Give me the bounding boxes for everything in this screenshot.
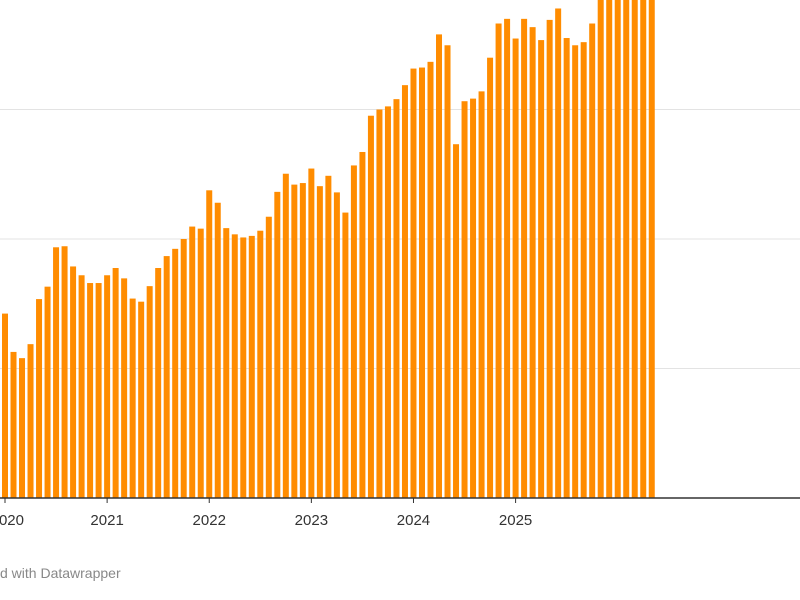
bar-2024-01[interactable] (410, 68, 417, 498)
bar-2022-04[interactable] (231, 234, 238, 498)
bar-2020-05[interactable] (36, 299, 43, 498)
bar-2023-05[interactable] (342, 212, 349, 498)
bar-2023-03[interactable] (325, 175, 332, 499)
bar-2021-11[interactable] (189, 226, 196, 498)
bar-2025-11[interactable] (597, 0, 604, 498)
bar-extra-74[interactable] (631, 0, 638, 499)
bar-2025-03[interactable] (529, 27, 536, 498)
bar-2024-10[interactable] (487, 57, 494, 498)
bar-2023-09[interactable] (376, 109, 383, 499)
bar-2020-10[interactable] (78, 275, 85, 498)
bar-2020-04[interactable] (27, 344, 34, 498)
tick-label-2022-01: 2022 (193, 512, 226, 529)
bar-2023-02[interactable] (316, 186, 323, 498)
bar-2024-05[interactable] (444, 45, 451, 499)
bar-2025-12[interactable] (606, 0, 613, 499)
bar-2022-09[interactable] (274, 191, 281, 499)
chart-area: 020 2021 2022 2023 2024 2025 (0, 0, 800, 529)
tick-label-2021-01: 2021 (90, 512, 123, 529)
credit-footer: d with Datawrapper (0, 565, 121, 581)
bar-2024-02[interactable] (418, 67, 425, 498)
bar-2025-09[interactable] (580, 42, 587, 498)
bar-2022-06[interactable] (248, 235, 255, 498)
bar-2020-02[interactable] (10, 351, 17, 498)
bar-2021-02[interactable] (112, 268, 119, 498)
gridlines (0, 109, 800, 369)
bar-2021-01[interactable] (104, 275, 111, 498)
bar-2022-01[interactable] (206, 190, 213, 498)
bar-2020-07[interactable] (53, 247, 60, 498)
bar-2020-03[interactable] (19, 358, 26, 498)
bar-2020-01[interactable] (2, 313, 8, 498)
bar-2023-08[interactable] (367, 115, 374, 498)
bar-extra-72[interactable] (614, 0, 621, 499)
bar-2020-09[interactable] (70, 266, 77, 498)
bar-2025-05[interactable] (546, 19, 553, 498)
bar-2025-06[interactable] (555, 8, 562, 499)
bar-2021-12[interactable] (197, 228, 204, 498)
bar-2024-11[interactable] (495, 23, 502, 498)
bar-2020-06[interactable] (44, 286, 51, 498)
bar-2025-04[interactable] (538, 40, 545, 499)
bar-2025-08[interactable] (572, 45, 579, 499)
bar-2022-07[interactable] (257, 230, 264, 498)
bar-2022-08[interactable] (265, 216, 272, 499)
bar-2025-10[interactable] (589, 23, 596, 498)
bar-2024-08[interactable] (470, 98, 477, 499)
tick-label-2025-01: 2025 (499, 512, 532, 529)
bar-2022-05[interactable] (240, 237, 247, 498)
bar-2023-01[interactable] (308, 168, 315, 499)
x-axis-ticks: 020 2021 2022 2023 2024 2025 (0, 498, 532, 529)
bar-2023-12[interactable] (401, 85, 408, 499)
bar-2024-07[interactable] (461, 101, 468, 499)
bar-extra-75[interactable] (640, 0, 647, 499)
bar-2020-11[interactable] (87, 283, 94, 498)
bar-2024-06[interactable] (453, 144, 460, 498)
bar-2023-11[interactable] (393, 99, 400, 498)
bar-2024-09[interactable] (478, 91, 485, 499)
bar-2021-07[interactable] (155, 268, 162, 498)
bar-2024-12[interactable] (504, 18, 511, 498)
bar-extra-76[interactable] (648, 0, 655, 499)
tick-label-2024-01: 2024 (397, 512, 430, 529)
bar-2021-05[interactable] (138, 301, 145, 498)
bar-2023-04[interactable] (333, 192, 340, 498)
bar-2023-06[interactable] (350, 165, 357, 498)
bar-2022-11[interactable] (291, 184, 298, 499)
bar-2023-07[interactable] (359, 151, 366, 499)
bar-2021-03[interactable] (121, 278, 128, 498)
bar-2022-03[interactable] (223, 228, 230, 498)
bar-2020-08[interactable] (61, 246, 68, 498)
bar-2025-02[interactable] (521, 18, 528, 498)
bar-2020-12[interactable] (95, 283, 102, 498)
bar-2022-02[interactable] (214, 202, 221, 499)
tick-label-2023-01: 2023 (295, 512, 328, 529)
bar-2021-09[interactable] (172, 248, 179, 498)
bar-2022-10[interactable] (282, 173, 289, 499)
bar-extra-73[interactable] (623, 0, 630, 499)
bar-2024-03[interactable] (427, 61, 434, 499)
bar-chart: 020 2021 2022 2023 2024 2025 (0, 0, 800, 529)
bars (2, 0, 655, 499)
bar-2022-12[interactable] (299, 183, 306, 498)
bar-2023-10[interactable] (384, 106, 391, 498)
bar-2025-01[interactable] (512, 38, 519, 498)
bar-2025-07[interactable] (563, 38, 570, 499)
datawrapper-credit: d with Datawrapper (0, 565, 121, 581)
bar-2024-04[interactable] (436, 34, 443, 498)
bar-2021-06[interactable] (146, 286, 153, 498)
tick-label-2020-01: 020 (0, 512, 24, 529)
bar-2021-04[interactable] (129, 298, 136, 498)
bar-2021-08[interactable] (163, 256, 170, 498)
bar-2021-10[interactable] (180, 239, 187, 498)
